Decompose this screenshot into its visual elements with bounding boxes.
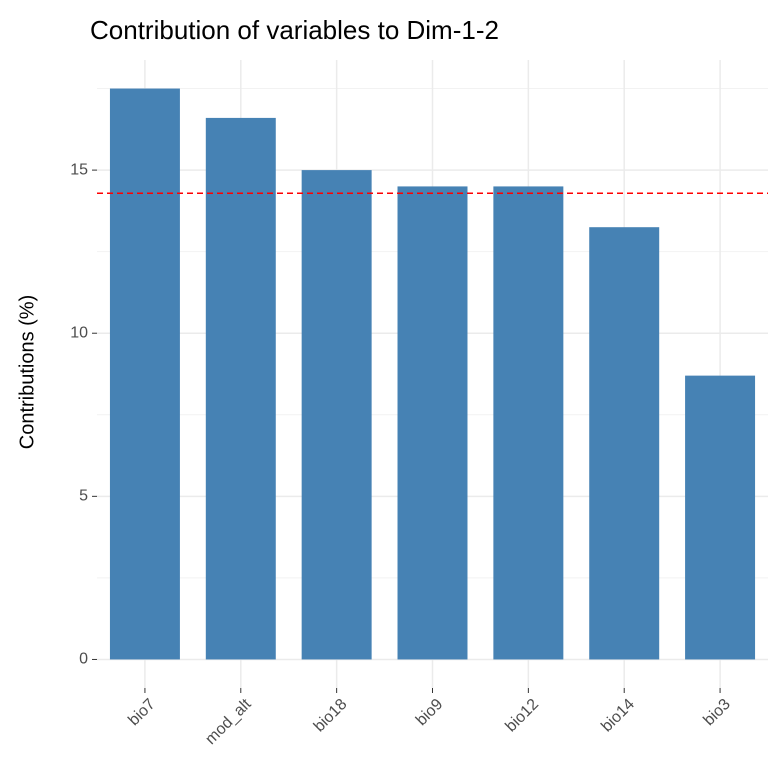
bar [493,186,564,660]
bar [589,227,660,660]
x-tick-label: mod_alt [202,695,255,748]
x-tick-label: bio7 [125,696,158,729]
bar [205,117,276,660]
y-tick-label: 10 [70,324,88,341]
bar [301,170,372,660]
x-tick-label: bio3 [700,696,733,729]
bar [109,88,180,660]
x-tick-label: bio14 [598,696,638,736]
y-tick-label: 15 [70,161,88,178]
y-tick-label: 0 [79,651,88,668]
bar [685,375,756,660]
x-tick-label: bio12 [502,696,542,736]
bar [397,186,468,660]
chart-title: Contribution of variables to Dim-1-2 [90,15,499,45]
y-tick-label: 5 [79,488,88,505]
y-axis-label: Contributions (%) [16,295,38,450]
x-tick-label: bio18 [311,696,351,736]
x-tick-label: bio9 [413,696,446,729]
